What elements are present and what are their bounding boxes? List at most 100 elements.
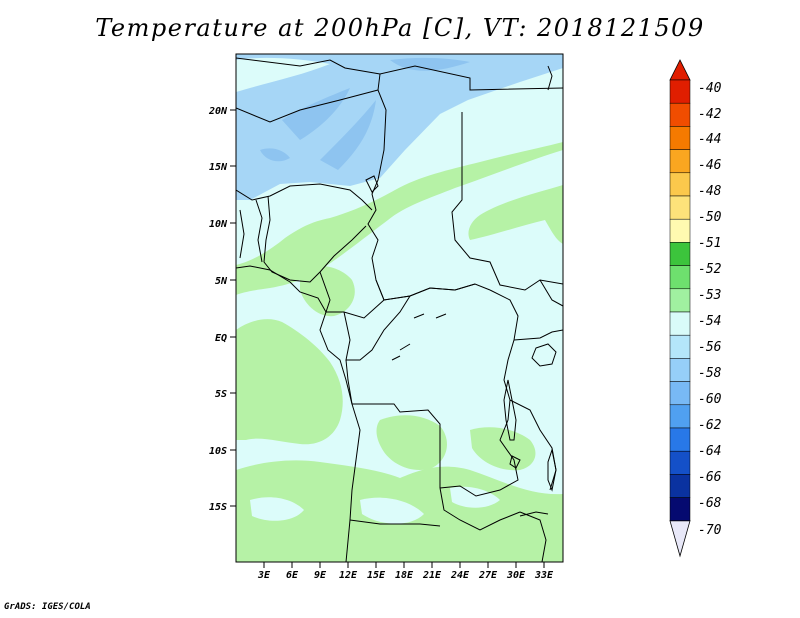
colorbar-label: -51 bbox=[698, 236, 721, 251]
colorbar-label: -64 bbox=[698, 444, 721, 459]
lat-label: 10N bbox=[209, 219, 228, 230]
warm-band-west-coast bbox=[236, 319, 343, 445]
lon-label: 15E bbox=[367, 570, 386, 581]
colder-streak-1 bbox=[282, 88, 350, 140]
lat-tick-5n: 5N bbox=[215, 276, 236, 287]
river-zambezi bbox=[519, 511, 549, 517]
lat-tick-10n: 10N bbox=[209, 219, 236, 230]
lon-tick-27e: 27E bbox=[478, 562, 498, 581]
warm-band-east bbox=[468, 185, 563, 244]
lat-label: 5S bbox=[215, 389, 227, 400]
map-panel bbox=[236, 54, 563, 562]
lake-malawi bbox=[547, 448, 557, 492]
border-cameroon bbox=[319, 271, 385, 319]
colorbar-segment bbox=[669, 381, 691, 406]
lon-tick-24e: 24E bbox=[450, 562, 470, 581]
lon-label: 27E bbox=[478, 570, 498, 581]
lon-tick-15e: 15E bbox=[367, 562, 386, 581]
colorbar-segment bbox=[669, 311, 691, 336]
border-angola-south bbox=[349, 519, 441, 527]
lon-label: 6E bbox=[286, 570, 299, 581]
lat-label: 15N bbox=[209, 162, 228, 173]
lake-tanganyika bbox=[503, 379, 517, 441]
colorbar-segment bbox=[669, 242, 691, 266]
border-drc-east bbox=[439, 289, 519, 497]
lon-tick-9e: 9E bbox=[314, 562, 327, 581]
colorbar-segment bbox=[669, 474, 691, 498]
colorbar-bottom-arrow bbox=[669, 520, 691, 558]
pale-pocket-south-2 bbox=[360, 497, 424, 524]
lon-tick-3e: 3E bbox=[257, 562, 271, 581]
latitude-axis: 20N 15N 10N 5N EQ 5S 10S 15S bbox=[208, 106, 236, 513]
colorbar: -40 -42 -44 -46 -48 -50 -51 -52 -53 -54 … bbox=[669, 59, 722, 558]
colorbar-label: -53 bbox=[698, 288, 721, 303]
colorbar-segment bbox=[669, 79, 691, 104]
colorbar-label: -52 bbox=[698, 262, 722, 277]
lon-tick-6e: 6E bbox=[286, 562, 299, 581]
credit-label: GrADS: IGES/COLA bbox=[4, 602, 91, 612]
border-north-top bbox=[236, 57, 381, 75]
colorbar-label: -66 bbox=[698, 470, 722, 485]
border-mozambique bbox=[519, 511, 547, 562]
map-frame bbox=[235, 53, 564, 563]
colorbar-segments bbox=[669, 79, 691, 522]
colorbar-segment bbox=[669, 427, 691, 452]
colorbar-segment bbox=[669, 288, 691, 313]
lat-tick-20n: 20N bbox=[208, 106, 236, 117]
colorbar-top-arrow bbox=[669, 59, 691, 81]
lat-tick-15s: 15S bbox=[209, 502, 236, 513]
lon-label: 3E bbox=[257, 570, 271, 581]
lat-label: 15S bbox=[209, 502, 227, 513]
border-ghana bbox=[239, 209, 245, 259]
colorbar-label: -40 bbox=[698, 81, 722, 96]
lon-tick-30e: 30E bbox=[506, 562, 526, 581]
border-nigeria bbox=[263, 195, 367, 283]
border-benin-togo bbox=[255, 199, 263, 263]
lon-label: 30E bbox=[506, 570, 526, 581]
border-car bbox=[375, 279, 476, 301]
colorbar-segment bbox=[669, 102, 691, 127]
border-drc-west bbox=[345, 359, 441, 488]
border-mali-niger bbox=[236, 89, 379, 123]
lake-victoria bbox=[531, 343, 557, 367]
colorbar-label: -62 bbox=[698, 418, 722, 433]
border-ethiopia bbox=[539, 279, 563, 307]
lon-label: 24E bbox=[450, 570, 470, 581]
lon-tick-18e: 18E bbox=[395, 562, 414, 581]
colorbar-label: -70 bbox=[698, 523, 722, 538]
border-east-africa bbox=[513, 329, 563, 341]
lon-label: 21E bbox=[422, 570, 442, 581]
colorbar-label: -58 bbox=[698, 366, 722, 381]
lake-chad bbox=[365, 175, 379, 193]
coastline-gulf bbox=[236, 265, 353, 405]
colorbar-segment bbox=[669, 404, 691, 429]
lon-tick-21e: 21E bbox=[422, 562, 442, 581]
colorbar-segment bbox=[669, 195, 691, 220]
lon-tick-12e: 12E bbox=[339, 562, 358, 581]
colorbar-label: -68 bbox=[698, 496, 722, 511]
lat-tick-15n: 15N bbox=[209, 162, 236, 173]
pale-pocket-south-1 bbox=[250, 497, 304, 521]
map-title: Temperature at 200hPa [C], VT: 201812150… bbox=[95, 14, 705, 42]
pale-pocket-south-3 bbox=[450, 486, 500, 508]
border-sudan-west bbox=[451, 112, 563, 291]
lat-label: 20N bbox=[208, 106, 228, 117]
lat-label: EQ bbox=[215, 333, 227, 344]
lake-mweru bbox=[509, 455, 521, 469]
warm-band-upper bbox=[236, 142, 563, 295]
colorbar-labels: -40 -42 -44 -46 -48 -50 -51 -52 -53 -54 … bbox=[698, 81, 722, 538]
colorbar-label: -60 bbox=[698, 392, 722, 407]
colorbar-label: -48 bbox=[698, 184, 722, 199]
warm-patch-south-central bbox=[376, 415, 447, 471]
colorbar-segment bbox=[669, 334, 691, 359]
lon-label: 33E bbox=[534, 570, 554, 581]
lake-turkana bbox=[547, 65, 553, 91]
border-angola-west-coast bbox=[345, 403, 361, 562]
country-borders bbox=[236, 57, 563, 562]
colorbar-segment bbox=[669, 172, 691, 197]
colder-streak-3 bbox=[260, 148, 290, 162]
lat-tick-5s: 5S bbox=[215, 389, 236, 400]
colorbar-label: -56 bbox=[698, 340, 722, 355]
colorbar-segment bbox=[669, 218, 691, 243]
